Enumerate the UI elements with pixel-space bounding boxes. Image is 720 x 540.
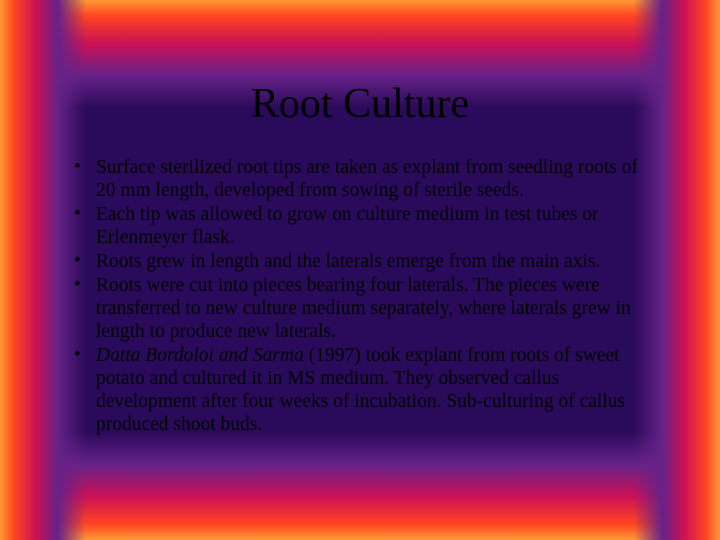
list-item: Each tip was allowed to grow on culture … (70, 203, 650, 249)
list-item: Datta Bordoloi and Sarma (1997) took exp… (70, 344, 650, 436)
bullet-text: Roots grew in length and the laterals em… (96, 251, 600, 272)
slide-container: Root Culture Surface sterilized root tip… (0, 0, 720, 540)
list-item: Roots were cut into pieces bearing four … (70, 274, 650, 343)
bullet-text: Roots were cut into pieces bearing four … (96, 275, 631, 342)
list-item: Roots grew in length and the laterals em… (70, 250, 650, 273)
list-item: Surface sterilized root tips are taken a… (70, 156, 650, 202)
slide-content: Root Culture Surface sterilized root tip… (0, 0, 720, 477)
slide-title: Root Culture (70, 80, 650, 128)
bullet-text: Surface sterilized root tips are taken a… (96, 157, 638, 201)
bullet-text: Each tip was allowed to grow on culture … (96, 204, 599, 248)
bullet-italic-prefix: Datta Bordoloi and Sarma (96, 345, 304, 366)
bullet-list: Surface sterilized root tips are taken a… (70, 156, 650, 436)
